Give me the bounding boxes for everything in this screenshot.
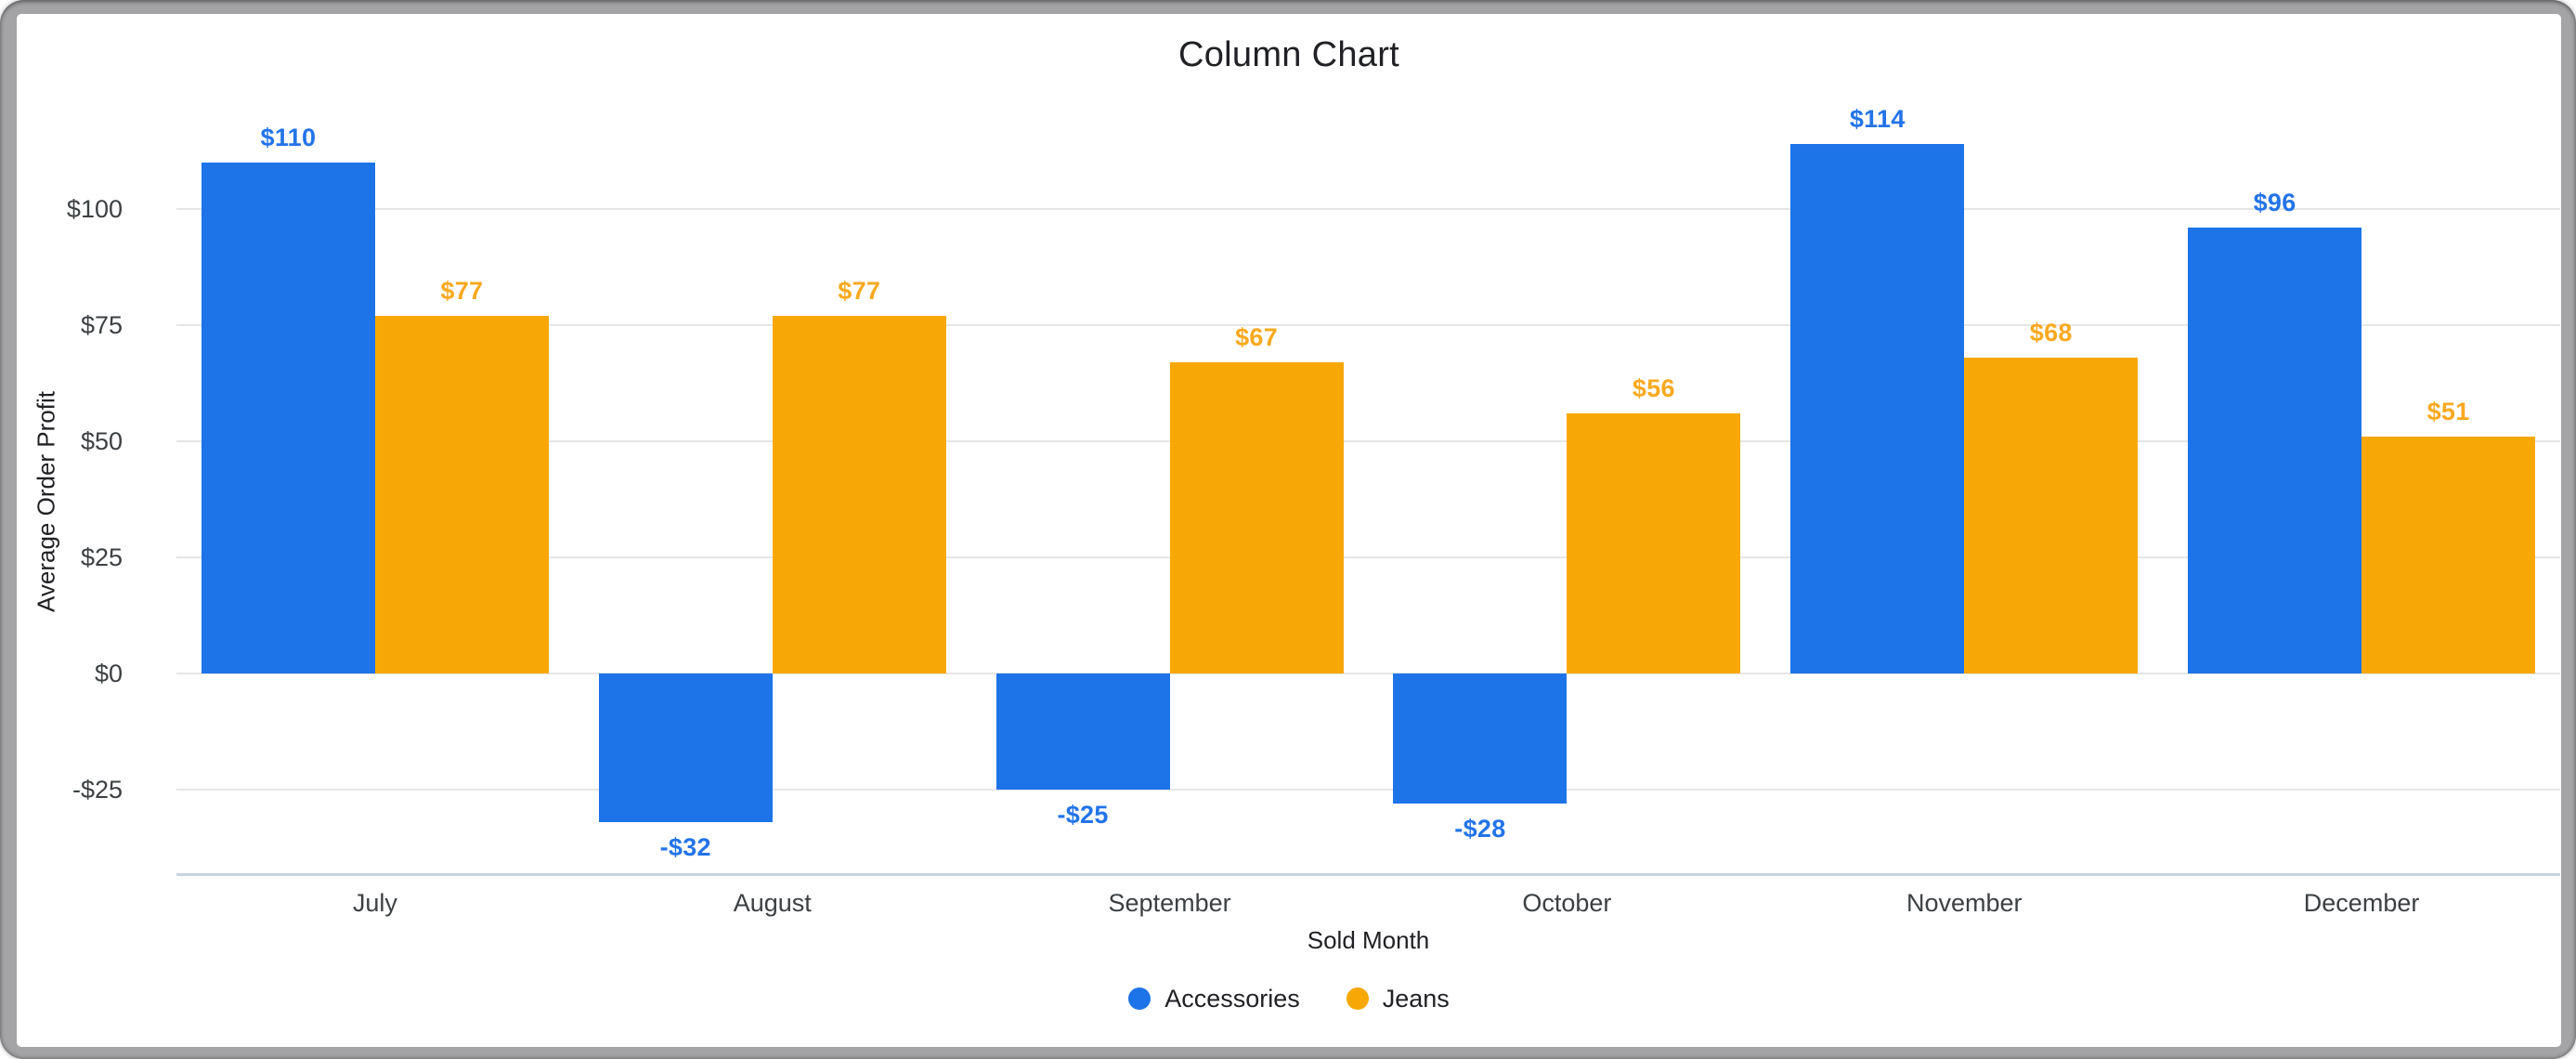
y-tick-label: $100 xyxy=(66,195,123,223)
bar-label-jeans-july: $77 xyxy=(440,277,484,305)
bar-jeans-september[interactable] xyxy=(1169,362,1344,673)
bar-accessories-september[interactable] xyxy=(995,673,1170,790)
bar-label-jeans-november: $68 xyxy=(2029,319,2073,346)
bar-label-accessories-september: -$25 xyxy=(1057,801,1109,829)
legend-dot-jeans xyxy=(1346,987,1369,1010)
gridline xyxy=(176,673,2560,674)
bar-accessories-december[interactable] xyxy=(2188,228,2362,673)
bar-accessories-july[interactable] xyxy=(201,163,375,673)
legend: Accessories Jeans xyxy=(17,978,2561,1019)
gridline xyxy=(176,324,2560,326)
gridline xyxy=(176,556,2560,558)
chart-card: Column Chart Average Order Profit $100 $7… xyxy=(17,14,2561,1047)
gridline xyxy=(176,789,2560,791)
bar-label-accessories-july: $110 xyxy=(260,124,317,151)
legend-item-accessories[interactable]: Accessories xyxy=(1128,985,1300,1013)
bar-jeans-november[interactable] xyxy=(1964,358,2139,673)
bar-jeans-august[interactable] xyxy=(772,316,946,673)
bar-label-jeans-august: $77 xyxy=(838,277,881,305)
x-axis-title: Sold Month xyxy=(1307,926,1430,954)
bar-jeans-july[interactable] xyxy=(374,316,549,673)
y-tick-label: $75 xyxy=(80,311,123,339)
y-tick-label: $50 xyxy=(80,427,123,455)
y-tick-label: -$25 xyxy=(72,776,123,804)
y-axis-title: Average Order Profit xyxy=(32,391,60,612)
x-axis-baseline xyxy=(176,873,2560,876)
gridline xyxy=(176,440,2560,442)
legend-item-jeans[interactable]: Jeans xyxy=(1346,984,1450,1013)
bar-accessories-august[interactable] xyxy=(598,673,773,822)
bar-accessories-october[interactable] xyxy=(1393,673,1568,804)
x-tick-label-october: October xyxy=(1522,889,1612,917)
bar-label-accessories-december: $96 xyxy=(2253,189,2296,216)
legend-label-accessories: Accessories xyxy=(1164,984,1300,1013)
chart-title: Column Chart xyxy=(1177,35,1400,74)
legend-dot-accessories xyxy=(1128,987,1151,1010)
legend-label-jeans: Jeans xyxy=(1382,984,1450,1013)
x-tick-label-december: December xyxy=(2303,889,2420,917)
y-tick-label: $25 xyxy=(80,543,123,571)
bar-label-jeans-december: $51 xyxy=(2426,398,2470,425)
bar-label-jeans-october: $56 xyxy=(1632,374,1675,402)
bar-label-jeans-september: $67 xyxy=(1235,323,1279,351)
x-tick-label-september: September xyxy=(1108,889,1231,917)
x-tick-label-july: July xyxy=(352,889,397,917)
bar-accessories-november[interactable] xyxy=(1790,144,1965,673)
x-tick-label-november: November xyxy=(1906,889,2023,917)
bar-jeans-october[interactable] xyxy=(1567,413,1741,673)
y-tick-label: $0 xyxy=(94,660,123,687)
gridline xyxy=(176,208,2560,210)
x-tick-label-august: August xyxy=(733,889,812,917)
bar-jeans-december[interactable] xyxy=(2361,437,2536,673)
bar-label-accessories-november: $114 xyxy=(1849,105,1906,133)
bar-label-accessories-august: -$32 xyxy=(659,833,711,861)
bar-label-accessories-october: -$28 xyxy=(1454,815,1506,843)
